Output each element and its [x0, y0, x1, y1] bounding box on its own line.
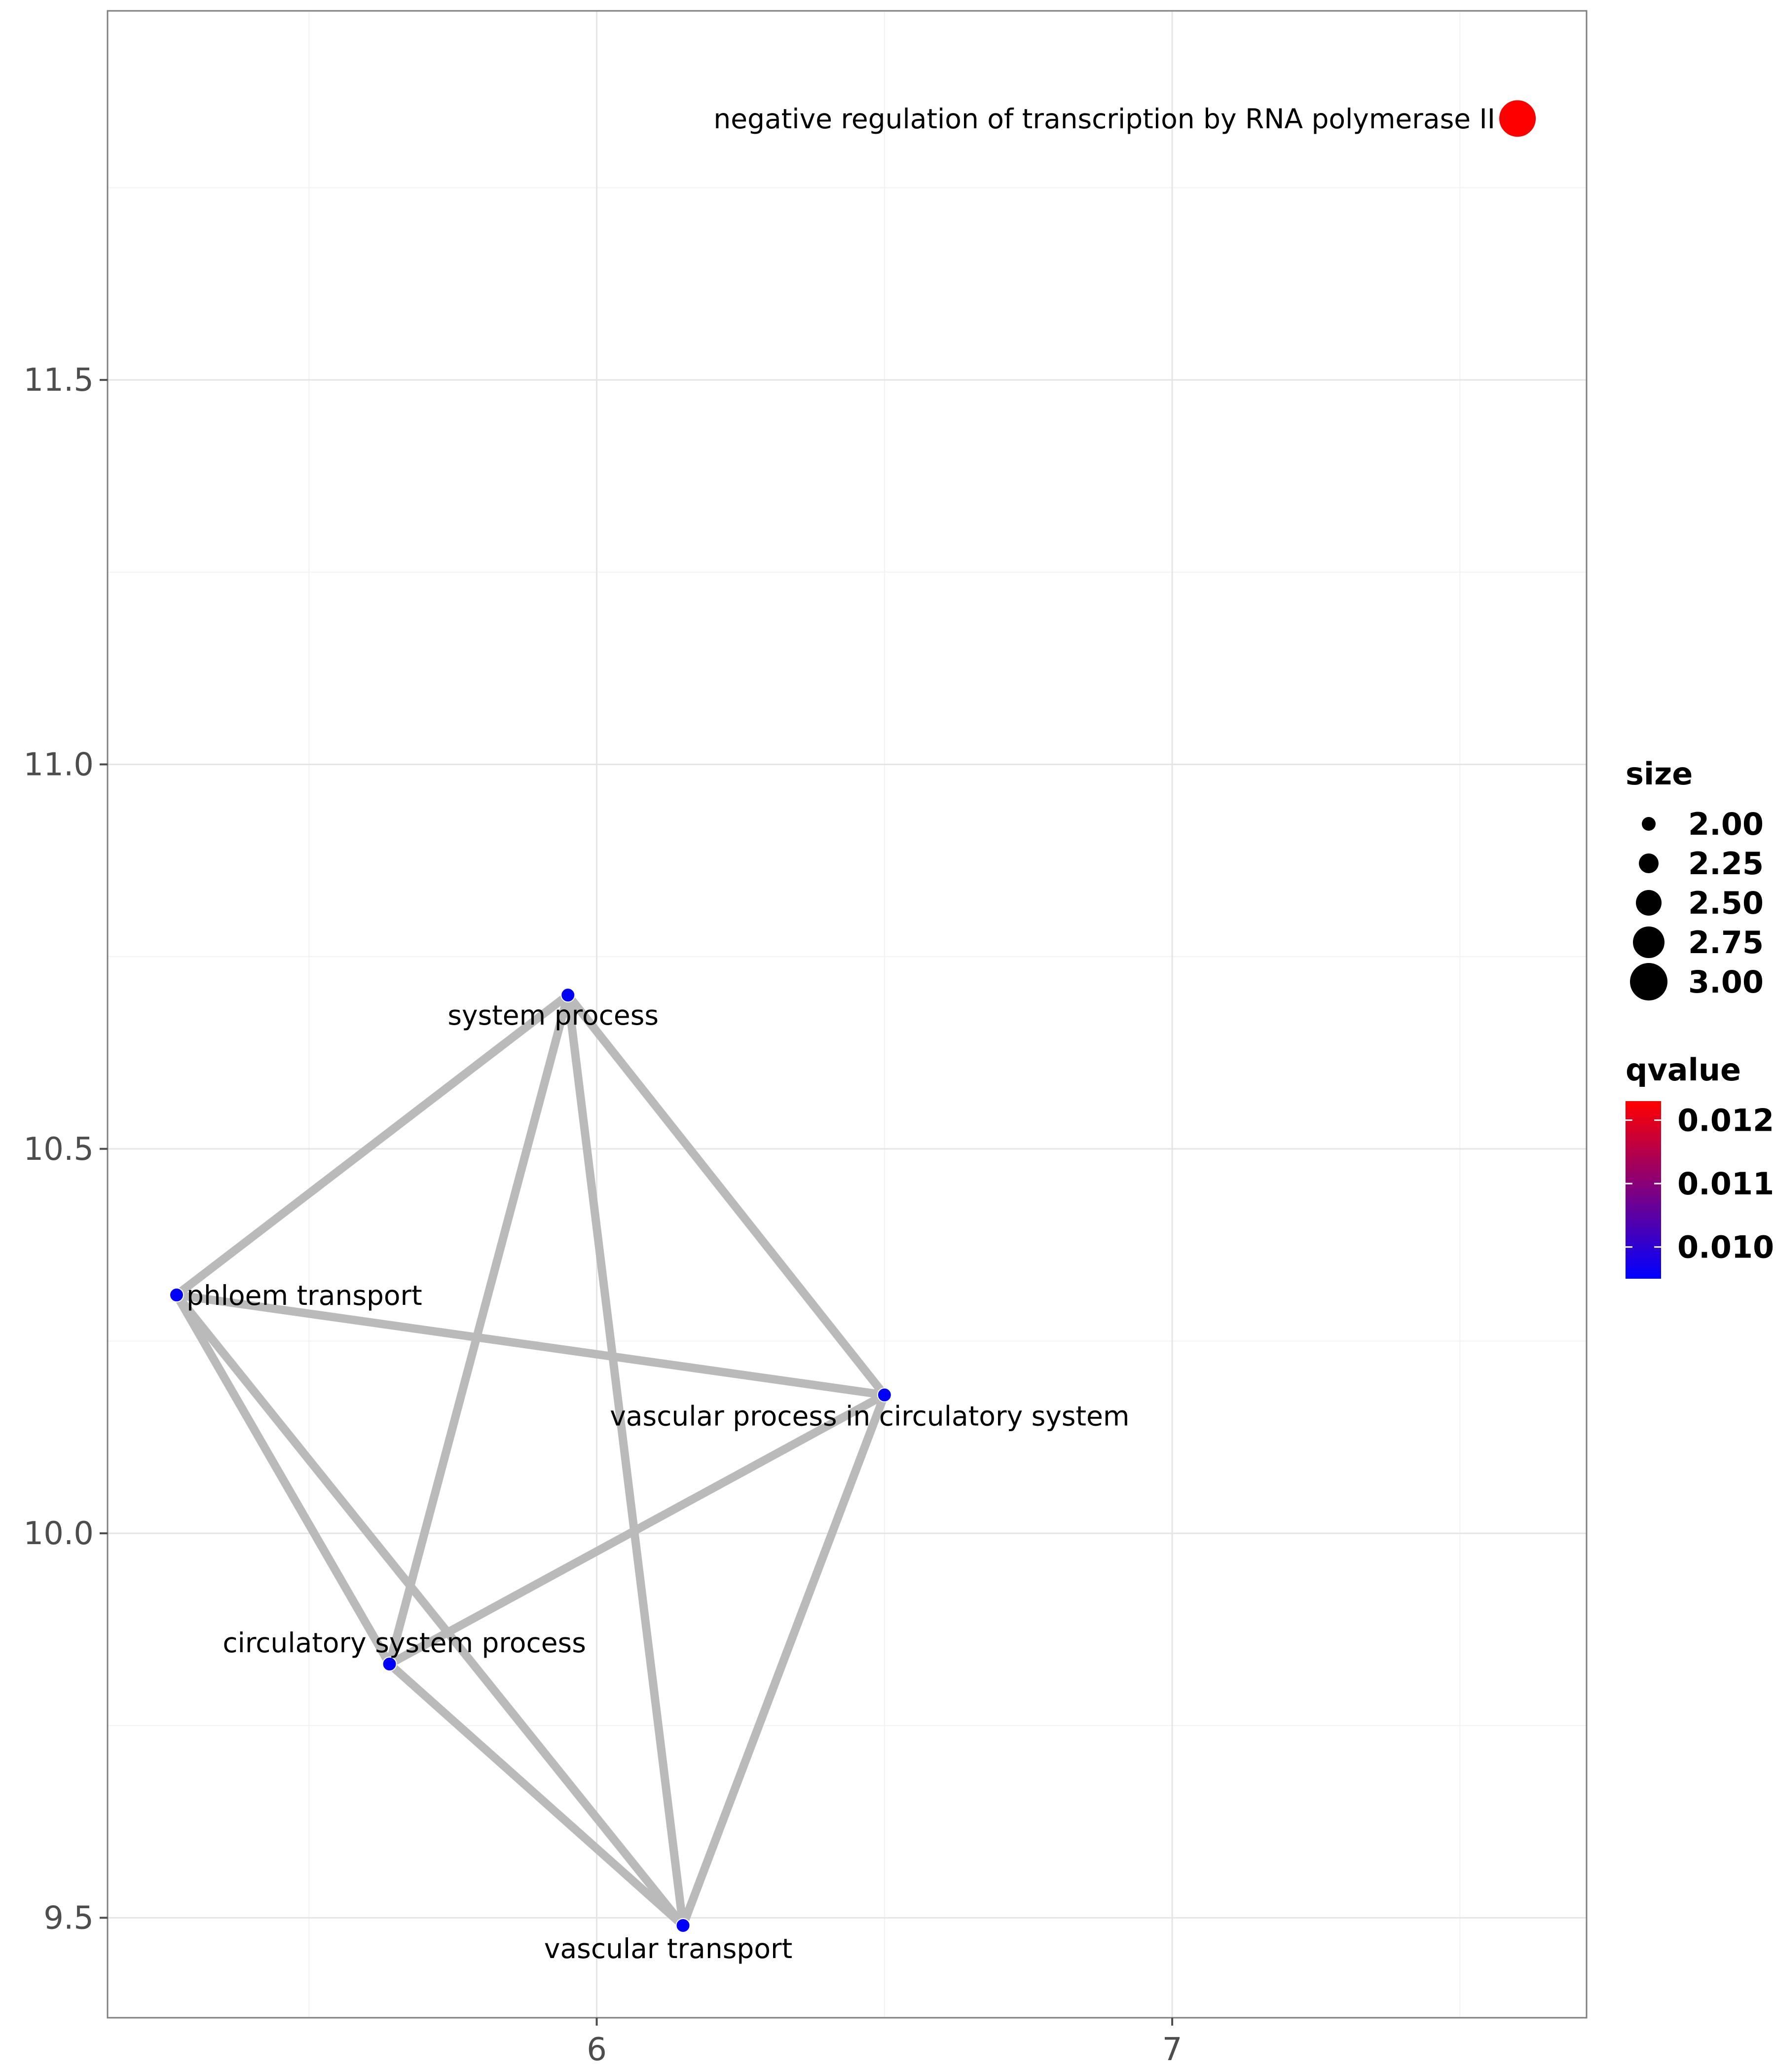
- size-legend-title: size: [1626, 756, 1693, 792]
- qvalue-legend-label: 0.010: [1677, 1229, 1774, 1265]
- node-sp: [560, 988, 576, 1003]
- nodes: [169, 99, 1537, 1933]
- edge-sp-vt: [563, 991, 688, 1930]
- edge-sp-csp: [385, 991, 572, 1668]
- plot-panel-border: [107, 10, 1588, 2019]
- edge-pt-vpcs: [172, 1291, 889, 1400]
- y-tick-label: 10.0: [24, 1516, 94, 1552]
- size-legend-label: 2.25: [1688, 846, 1764, 882]
- edge-pt-vt: [172, 1291, 688, 1930]
- node-label-sp: system process: [447, 999, 659, 1031]
- size-legend-key: [1630, 963, 1667, 1000]
- size-legend-label: 2.00: [1688, 806, 1764, 842]
- size-legend-label: 3.00: [1688, 964, 1764, 1000]
- qvalue-legend-label: 0.011: [1677, 1166, 1774, 1202]
- qvalue-legend-label: 0.012: [1677, 1103, 1774, 1139]
- node-csp: [382, 1657, 397, 1672]
- node-pt: [169, 1287, 184, 1302]
- axes: 9.5 10.0 10.5 11.0 11.5 6 7: [24, 362, 1183, 2068]
- node-nrt: [1498, 99, 1537, 138]
- qvalue-colorbar: [1626, 1101, 1661, 1279]
- y-tick-label: 11.5: [24, 362, 94, 399]
- edge-sp-vpcs: [563, 991, 889, 1400]
- edge-vpcs-vt: [679, 1391, 889, 1930]
- y-tick-label: 9.5: [43, 1900, 94, 1936]
- edge-pt-csp: [172, 1291, 394, 1668]
- legend: size 2.00 2.252.50 2.753.00 qvalue 0.010 0.011…: [1626, 756, 1774, 1279]
- edges: [172, 991, 889, 1930]
- node-label-pt: phloem transport: [186, 1280, 422, 1311]
- edge-sp-pt: [172, 991, 572, 1299]
- size-legend-key: [1639, 853, 1659, 873]
- node-vt: [675, 1918, 691, 1933]
- size-legend-key: [1642, 817, 1656, 831]
- node-labels: negative regulation of transcription by …: [186, 103, 1495, 1964]
- grid: [108, 11, 1587, 2018]
- node-label-vt: vascular transport: [544, 1933, 792, 1964]
- edge-vpcs-csp: [385, 1391, 889, 1668]
- qvalue-legend-title: qvalue: [1626, 1052, 1741, 1088]
- node-label-vpcs: vascular process in circulatory system: [610, 1401, 1129, 1432]
- x-tick-label: 7: [1162, 2032, 1183, 2068]
- edge-csp-vt: [385, 1660, 688, 1930]
- size-legend-key: [1633, 926, 1665, 958]
- x-tick-label: 6: [587, 2032, 607, 2068]
- y-tick-label: 10.5: [24, 1131, 94, 1168]
- y-tick-label: 11.0: [24, 746, 94, 783]
- size-legend-key: [1636, 890, 1662, 916]
- size-legend-label: 2.50: [1688, 885, 1764, 921]
- size-legend-label: 2.75: [1688, 925, 1764, 961]
- node-vpcs: [877, 1387, 892, 1403]
- node-label-nrt: negative regulation of transcription by …: [713, 103, 1495, 135]
- node-label-csp: circulatory system process: [222, 1627, 586, 1659]
